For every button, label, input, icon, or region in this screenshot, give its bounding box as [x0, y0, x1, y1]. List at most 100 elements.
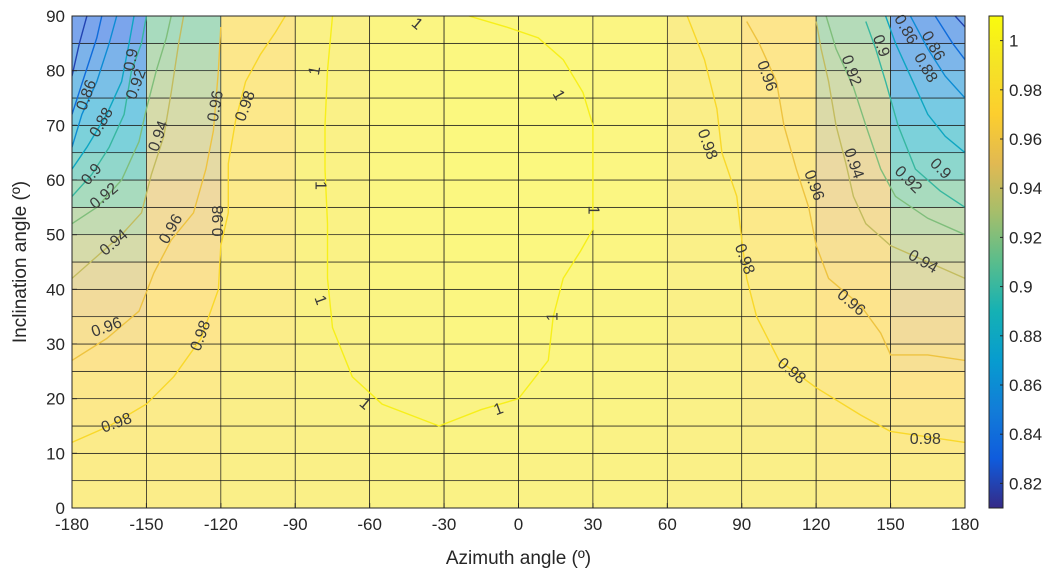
contour-line	[934, 16, 965, 61]
x-axis-title: Azimuth angle (º)	[446, 548, 591, 569]
x-tick-label: -60	[357, 515, 382, 534]
heatmap-cell	[592, 42, 668, 72]
heatmap-cell	[146, 316, 222, 345]
heatmap-cell	[443, 452, 519, 482]
heatmap-cell	[741, 343, 817, 372]
x-tick-label: -180	[55, 515, 89, 534]
heatmap-cell	[369, 288, 445, 318]
x-axis: -180 -150 -120 -90 -60 -30 0 30 60 90 120 150 180	[55, 503, 979, 534]
heatmap-cell	[741, 152, 817, 181]
heatmap-cell	[220, 316, 296, 345]
y-tick-label: 20	[46, 390, 65, 409]
heatmap-cell	[443, 261, 519, 290]
heatmap-cell	[518, 316, 594, 345]
heatmap-cell	[815, 425, 891, 454]
contour-label: 1	[312, 181, 329, 190]
x-tick-label: 180	[951, 515, 979, 534]
heatmap-cell	[741, 452, 817, 482]
heatmap-cell	[741, 480, 817, 509]
heatmap-cell	[518, 261, 594, 290]
heatmap-cell	[666, 316, 743, 345]
contour-line	[865, 21, 965, 208]
heatmap-cell	[294, 343, 371, 372]
heatmap-cell	[294, 261, 371, 290]
colorbar: 0.82 0.84 0.86 0.88 0.9 0.92 0.94 0.96 0.98 1	[988, 15, 1042, 509]
y-tick-label: 90	[46, 7, 65, 26]
heatmap-cell	[815, 152, 891, 181]
heatmap-cell	[71, 370, 147, 400]
heatmap-cell	[518, 152, 594, 181]
heatmap-cell	[592, 370, 668, 400]
heatmap-cell	[592, 234, 668, 263]
heatmap-cell	[220, 370, 296, 400]
heatmap-cell	[294, 425, 371, 454]
heatmap-cell	[741, 370, 817, 400]
heatmap-cell	[71, 480, 147, 509]
x-tick-label: -30	[432, 515, 457, 534]
heatmap-cell	[146, 398, 222, 427]
x-tick-label: 120	[802, 515, 830, 534]
heatmap-cell	[815, 97, 891, 126]
x-tick-label: 150	[876, 515, 904, 534]
heatmap-cell	[592, 398, 668, 427]
heatmap-cell	[146, 370, 222, 400]
heatmap-cell	[890, 480, 966, 509]
heatmap-cell	[369, 480, 445, 509]
heatmap-cell	[220, 234, 296, 263]
heatmap-cell	[369, 316, 445, 345]
heatmap-cell	[741, 206, 817, 236]
heatmap-cell	[815, 15, 891, 44]
contour-line	[72, 16, 148, 197]
x-tick-label: -90	[283, 515, 308, 534]
heatmap-cell	[890, 206, 966, 236]
heatmap-cell	[518, 370, 594, 400]
heatmap-cell	[369, 452, 445, 482]
heatmap-cell	[592, 152, 668, 181]
heatmap-cell	[815, 234, 891, 263]
heatmap-cell	[369, 15, 445, 44]
heatmap-cell	[592, 316, 668, 345]
colorbar-gradient	[988, 15, 1004, 509]
y-tick-label: 10	[46, 444, 65, 463]
y-tick-label: 40	[46, 280, 65, 299]
y-tick-label: 50	[46, 226, 65, 245]
colorbar-tick-label: 0.9	[1009, 278, 1033, 297]
y-tick-label: 70	[46, 116, 65, 135]
colorbar-tick-label: 0.94	[1009, 179, 1042, 198]
heatmap-cell	[666, 343, 743, 372]
heatmap-cell	[369, 425, 445, 454]
heatmap-cell	[369, 234, 445, 263]
heatmap-cell	[890, 15, 966, 44]
heatmap-cell	[518, 206, 594, 236]
heatmap-cell	[220, 480, 296, 509]
x-tick-label: -120	[204, 515, 238, 534]
heatmap-cell	[890, 261, 966, 290]
heatmap-cell	[666, 97, 743, 126]
contour-line	[72, 16, 88, 77]
heatmap-cell	[815, 206, 891, 236]
heatmap-cell	[815, 261, 891, 290]
heatmap-cell	[146, 261, 222, 290]
heatmap-cell	[666, 70, 743, 99]
contour-label: 0.9	[121, 47, 142, 72]
contour-label: 0.98	[910, 431, 941, 448]
heatmap-cell	[220, 261, 296, 290]
heatmap-cell	[443, 425, 519, 454]
heatmap-cell	[146, 179, 222, 208]
heatmap-cell	[369, 179, 445, 208]
heatmap-cell	[518, 124, 594, 154]
contour-line	[72, 16, 185, 279]
heatmap-cell	[741, 234, 817, 263]
heatmap-cell	[890, 124, 966, 154]
heatmap-cell	[592, 97, 668, 126]
heatmap-cell	[294, 124, 371, 154]
contour-line	[72, 16, 135, 170]
heatmap-cell	[666, 398, 743, 427]
heatmap-cell	[369, 152, 445, 181]
heatmap-cell	[146, 480, 222, 509]
heatmap-cell	[592, 288, 668, 318]
heatmap-cell	[443, 70, 519, 99]
heatmap-cell	[220, 152, 296, 181]
heatmap-cell	[443, 288, 519, 318]
